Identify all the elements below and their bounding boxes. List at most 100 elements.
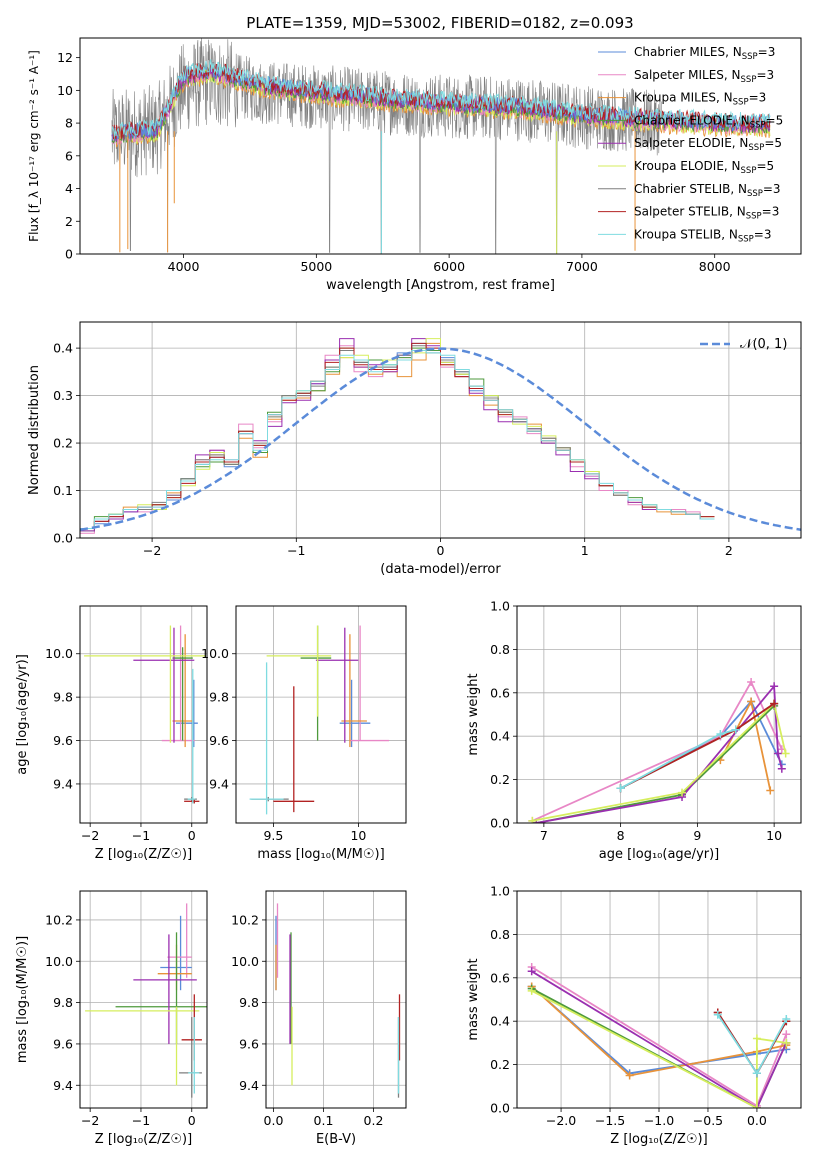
x-tick-label: 8 <box>617 828 625 843</box>
histogram-kroupa_stelib <box>80 350 715 529</box>
histogram-chabrier_elodie <box>80 347 715 532</box>
x-tick-label: 10 <box>766 828 782 843</box>
histogram-salpeter_stelib <box>80 342 715 529</box>
y-tick-label: 10.0 <box>231 954 259 969</box>
legend-spectrum: Chabrier MILES, NSSP=3 Salpeter MILES, NS… <box>598 45 783 244</box>
legend-label: 𝒩(0, 1) <box>740 337 787 352</box>
y-tick-label: 9.6 <box>209 733 229 748</box>
x-tick-label: 9 <box>693 828 701 843</box>
x-tick-label: 1 <box>581 543 589 558</box>
weight-marker-salpeter_stelib <box>770 699 779 708</box>
y-axis-label: mass weight <box>466 673 481 755</box>
x-tick-label: 9.5 <box>263 828 283 843</box>
legend-label: Salpeter STELIB, NSSP=3 <box>634 205 779 222</box>
x-tick-label: 0.2 <box>364 1113 384 1128</box>
model-spectrum-kroupa_stelib <box>111 59 771 138</box>
legend-residuals: 𝒩(0, 1) <box>700 337 787 352</box>
weight-marker-kroupa_stelib <box>731 725 740 734</box>
plot-area-mass_weight_vs_Z <box>527 962 791 1108</box>
charts: 4000 5000 6000 7000 8000024681012wavelength … <box>15 37 802 1147</box>
y-axis-label: Flux [f_λ 10⁻¹⁷ erg cm⁻² s⁻¹ A⁻¹] <box>27 50 41 242</box>
x-tick-label: 0 <box>437 543 445 558</box>
y-tick-label: 9.6 <box>53 733 73 748</box>
axes-mass_vs_ebv: 0.0 0.1 0.2 9.4 9.6 9.8 10.0 10.2 E(B-V) <box>231 890 407 1147</box>
x-tick-label: −1.5 <box>595 1113 625 1128</box>
legend-label: Chabrier MILES, NSSP=3 <box>634 45 775 62</box>
y-tick-label: 4 <box>65 181 73 196</box>
x-axis-label: (data-model)/error <box>380 562 501 577</box>
y-tick-label: 0.2 <box>53 436 73 451</box>
plot-area-residuals <box>80 338 801 534</box>
legend-label: Chabrier ELODIE, NSSP=5 <box>634 113 783 130</box>
weight-marker-kroupa_elodie <box>782 1038 791 1047</box>
y-tick-label: 0.2 <box>490 772 510 787</box>
x-tick-label: 0.0 <box>747 1113 767 1128</box>
y-tick-label: 10.0 <box>45 954 73 969</box>
weight-marker-kroupa_elodie <box>752 1104 761 1108</box>
y-axis-label: mass [log₁₀(M/M☉)] <box>15 936 30 1063</box>
plot-area-mass_vs_Z <box>85 903 207 1098</box>
x-axis-label: Z [log₁₀(Z/Z☉)] <box>95 1132 192 1147</box>
y-tick-label: 12 <box>57 50 73 65</box>
weight-marker-kroupa_elodie <box>781 749 790 758</box>
y-tick-label: 8 <box>65 116 73 131</box>
weight-marker-salpeter_miles <box>747 677 756 686</box>
weight-marker-kroupa_stelib <box>713 1010 722 1019</box>
axes-frame <box>79 890 208 1109</box>
axes-mass_weight_vs_age: 7 8 9 10 0.0 0.2 0.4 0.6 0.8 1.0 age [log₁₀(age/yr… <box>466 599 802 862</box>
axes-frame <box>79 37 802 255</box>
plot-area-spectrum <box>111 38 771 254</box>
x-tick-label: −2.0 <box>546 1113 576 1128</box>
normal-curve <box>80 347 801 531</box>
y-tick-label: 2 <box>65 214 73 229</box>
y-tick-label: 9.8 <box>53 690 73 705</box>
x-tick-label: 2 <box>725 543 733 558</box>
x-tick-label: 0.0 <box>264 1113 284 1128</box>
legend-label: Chabrier STELIB, NSSP=3 <box>634 182 781 199</box>
x-tick-label: −2 <box>81 828 99 843</box>
y-tick-label: 0 <box>65 247 73 262</box>
axes-frame <box>79 321 802 539</box>
axes-mass_weight_vs_Z: −2.0 −1.5 −1.0 −0.5 0.0 0.0 0.2 0.4 0.6 0.8 1.0 Z [… <box>466 884 802 1147</box>
y-tick-label: 9.8 <box>239 995 259 1010</box>
axes-age_vs_Z: −2 −1 0 9.4 9.6 9.8 10.0 Z [log₁₀(Z/Z☉)] age [lo… <box>15 605 208 862</box>
x-tick-label: 10 <box>350 828 366 843</box>
weight-marker-kroupa_elodie <box>528 816 537 823</box>
weight-marker-salpeter_elodie <box>773 749 782 758</box>
y-tick-label: 0.0 <box>490 816 510 831</box>
x-tick-label: 7 <box>540 828 548 843</box>
plot-area-age_vs_mass <box>249 625 389 815</box>
axes-age_vs_mass: 9.5 10 9.4 9.6 9.8 10.0 mass [log₁₀(M/M☉)] <box>201 605 407 862</box>
x-tick-label: 6000 <box>433 259 465 274</box>
legend-label: Kroupa STELIB, NSSP=3 <box>634 227 772 244</box>
weight-line-chabrier_elodie <box>536 705 775 823</box>
y-tick-label: 0.6 <box>490 685 510 700</box>
weight-marker-kroupa_stelib <box>752 1069 761 1078</box>
weight-marker-kroupa_miles <box>625 1071 634 1080</box>
y-tick-label: 1.0 <box>490 884 510 899</box>
x-axis-label: Z [log₁₀(Z/Z☉)] <box>610 1132 707 1147</box>
y-tick-label: 0.1 <box>53 483 73 498</box>
y-tick-label: 9.4 <box>53 1078 73 1093</box>
y-tick-label: 9.4 <box>239 1078 259 1093</box>
weight-marker-kroupa_elodie <box>678 788 687 797</box>
y-tick-label: 9.6 <box>239 1036 259 1051</box>
axes-mass_vs_Z: −2 −1 0 9.4 9.6 9.8 10.0 10.2 Z [log₁₀(Z/Z☉)] mas… <box>15 890 208 1147</box>
plot-area-mass_weight_vs_age <box>528 677 790 823</box>
weight-marker-kroupa_elodie <box>752 1034 761 1043</box>
x-tick-label: 0 <box>188 828 196 843</box>
weight-marker-salpeter_elodie <box>770 682 779 691</box>
y-tick-label: 9.8 <box>209 690 229 705</box>
x-tick-label: −0.5 <box>693 1113 723 1128</box>
figure-title: PLATE=1359, MJD=53002, FIBERID=0182, z=0… <box>246 14 633 32</box>
plot-area-mass_vs_ebv <box>275 903 401 1098</box>
axes-frame <box>516 890 802 1109</box>
y-tick-label: 9.4 <box>209 776 229 791</box>
y-axis-label: Normed distribution <box>27 365 42 495</box>
x-tick-label: 0 <box>188 1113 196 1128</box>
y-tick-label: 10 <box>57 83 73 98</box>
weight-marker-kroupa_stelib <box>616 784 625 793</box>
weight-marker-salpeter_elodie <box>527 967 536 976</box>
axes-frame <box>265 890 407 1109</box>
